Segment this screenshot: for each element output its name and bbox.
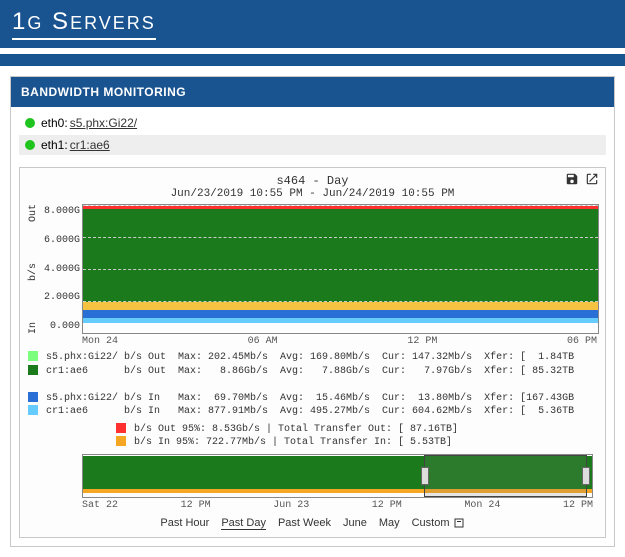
summary-row: b/s In 95%: 722.77Mb/s | Total Transfer … bbox=[116, 436, 599, 450]
y-ticks: 8.000G 6.000G 4.000G 2.000G 0.000 bbox=[40, 204, 82, 334]
mini-chart[interactable] bbox=[82, 454, 593, 498]
mini-x-tick: Jun 23 bbox=[273, 500, 309, 511]
mini-x-tick: Sat 22 bbox=[82, 500, 118, 511]
summary: b/s Out 95%: 8.53Gb/s | Total Transfer O… bbox=[26, 423, 599, 450]
x-tick: 12 PM bbox=[407, 336, 437, 347]
plot-area[interactable] bbox=[82, 204, 599, 334]
ylabel-in: In bbox=[28, 322, 39, 334]
legend-row: cr1:ae6 b/s Out Max: 8.86Gb/s Avg: 7.88G… bbox=[28, 365, 599, 379]
range-past-week[interactable]: Past Week bbox=[278, 517, 331, 529]
range-june[interactable]: June bbox=[343, 517, 367, 529]
brand-logo: 1G SERVERS bbox=[12, 8, 156, 40]
range-selector: Past Hour Past Day Past Week June May Custom bbox=[26, 511, 599, 531]
interface-link[interactable]: cr1:ae6 bbox=[70, 138, 110, 152]
mini-x-ticks: Sat 22 12 PM Jun 23 12 PM Mon 24 12 PM bbox=[26, 498, 599, 511]
x-ticks: Mon 24 06 AM 12 PM 06 PM bbox=[26, 334, 599, 347]
series-in-yellow bbox=[83, 302, 598, 310]
bandwidth-panel: BANDWIDTH MONITORING eth0: s5.phx:Gi22/ … bbox=[10, 76, 615, 547]
range-may[interactable]: May bbox=[379, 517, 400, 529]
series-out-green bbox=[83, 209, 598, 302]
y-tick: 6.000G bbox=[40, 235, 80, 246]
series-in-cyan bbox=[83, 318, 598, 323]
save-icon[interactable] bbox=[565, 172, 579, 190]
mini-x-tick: 12 PM bbox=[372, 500, 402, 511]
interface-label: eth1: bbox=[41, 138, 68, 152]
summary-row: b/s Out 95%: 8.53Gb/s | Total Transfer O… bbox=[116, 423, 599, 437]
time-brush[interactable] bbox=[424, 455, 587, 497]
x-tick: 06 AM bbox=[248, 336, 278, 347]
range-custom[interactable]: Custom bbox=[412, 517, 465, 529]
range-past-day[interactable]: Past Day bbox=[221, 517, 266, 530]
main-chart: Out b/s In 8.000G 6.000G 4.000G 2.000G 0.000 bbox=[26, 204, 599, 334]
interface-list: eth0: s5.phx:Gi22/ eth1: cr1:ae6 bbox=[11, 107, 614, 161]
brush-handle-right[interactable] bbox=[582, 467, 590, 485]
header-subbar bbox=[0, 54, 625, 66]
chart-title: s464 - Day bbox=[26, 174, 599, 188]
mini-x-tick: 12 PM bbox=[181, 500, 211, 511]
y-tick: 8.000G bbox=[40, 206, 80, 217]
mini-x-tick: Mon 24 bbox=[464, 500, 500, 511]
ylabel-out: Out bbox=[28, 204, 39, 222]
panel-title: BANDWIDTH MONITORING bbox=[11, 77, 614, 107]
ylabel-bs: b/s bbox=[28, 263, 39, 281]
x-tick: 06 PM bbox=[567, 336, 597, 347]
brand-header: 1G SERVERS bbox=[0, 0, 625, 48]
brush-handle-left[interactable] bbox=[421, 467, 429, 485]
legend-row bbox=[28, 378, 599, 392]
y-tick: 4.000G bbox=[40, 264, 80, 275]
y-tick: 2.000G bbox=[40, 292, 80, 303]
popout-icon[interactable] bbox=[585, 172, 599, 190]
series-in-blue bbox=[83, 310, 598, 318]
range-past-hour[interactable]: Past Hour bbox=[160, 517, 209, 529]
interface-label: eth0: bbox=[41, 116, 68, 130]
interface-link[interactable]: s5.phx:Gi22/ bbox=[70, 116, 137, 130]
interface-row: eth0: s5.phx:Gi22/ bbox=[19, 113, 606, 133]
status-dot-icon bbox=[25, 140, 35, 150]
y-tick: 0.000 bbox=[40, 321, 80, 332]
status-dot-icon bbox=[25, 118, 35, 128]
legend-row: cr1:ae6 b/s In Max: 877.91Mb/s Avg: 495.… bbox=[28, 405, 599, 419]
x-tick: Mon 24 bbox=[82, 336, 118, 347]
chart-container: s464 - Day Jun/23/2019 10:55 PM - Jun/24… bbox=[19, 167, 606, 538]
legend-row: s5.phx:Gi22/ b/s Out Max: 202.45Mb/s Avg… bbox=[28, 351, 599, 365]
interface-row: eth1: cr1:ae6 bbox=[19, 135, 606, 155]
mini-x-tick: 12 PM bbox=[563, 500, 593, 511]
chart-subtitle: Jun/23/2019 10:55 PM - Jun/24/2019 10:55… bbox=[26, 188, 599, 200]
legend-row: s5.phx:Gi22/ b/s In Max: 69.70Mb/s Avg: … bbox=[28, 392, 599, 406]
legend: s5.phx:Gi22/ b/s Out Max: 202.45Mb/s Avg… bbox=[26, 347, 599, 423]
